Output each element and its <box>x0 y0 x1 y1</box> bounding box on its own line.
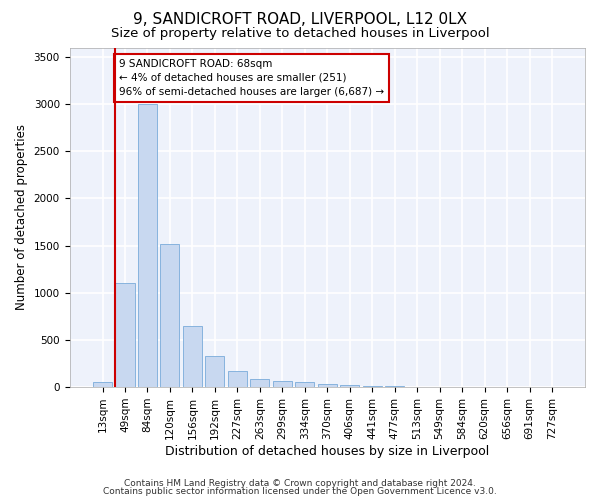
Bar <box>250 378 269 387</box>
Bar <box>273 381 292 387</box>
Text: 9, SANDICROFT ROAD, LIVERPOOL, L12 0LX: 9, SANDICROFT ROAD, LIVERPOOL, L12 0LX <box>133 12 467 28</box>
Text: Size of property relative to detached houses in Liverpool: Size of property relative to detached ho… <box>110 28 490 40</box>
Bar <box>160 244 179 387</box>
Bar <box>295 382 314 387</box>
Bar <box>183 326 202 387</box>
Bar <box>385 386 404 387</box>
Y-axis label: Number of detached properties: Number of detached properties <box>15 124 28 310</box>
Bar <box>205 356 224 387</box>
Bar <box>115 284 134 387</box>
Bar <box>340 385 359 387</box>
Text: Contains public sector information licensed under the Open Government Licence v3: Contains public sector information licen… <box>103 487 497 496</box>
Bar <box>138 104 157 387</box>
Bar <box>318 384 337 387</box>
Bar <box>93 382 112 387</box>
Text: Contains HM Land Registry data © Crown copyright and database right 2024.: Contains HM Land Registry data © Crown c… <box>124 478 476 488</box>
X-axis label: Distribution of detached houses by size in Liverpool: Distribution of detached houses by size … <box>165 444 490 458</box>
Bar <box>228 370 247 387</box>
Text: 9 SANDICROFT ROAD: 68sqm
← 4% of detached houses are smaller (251)
96% of semi-d: 9 SANDICROFT ROAD: 68sqm ← 4% of detache… <box>119 59 384 97</box>
Bar <box>362 386 382 387</box>
